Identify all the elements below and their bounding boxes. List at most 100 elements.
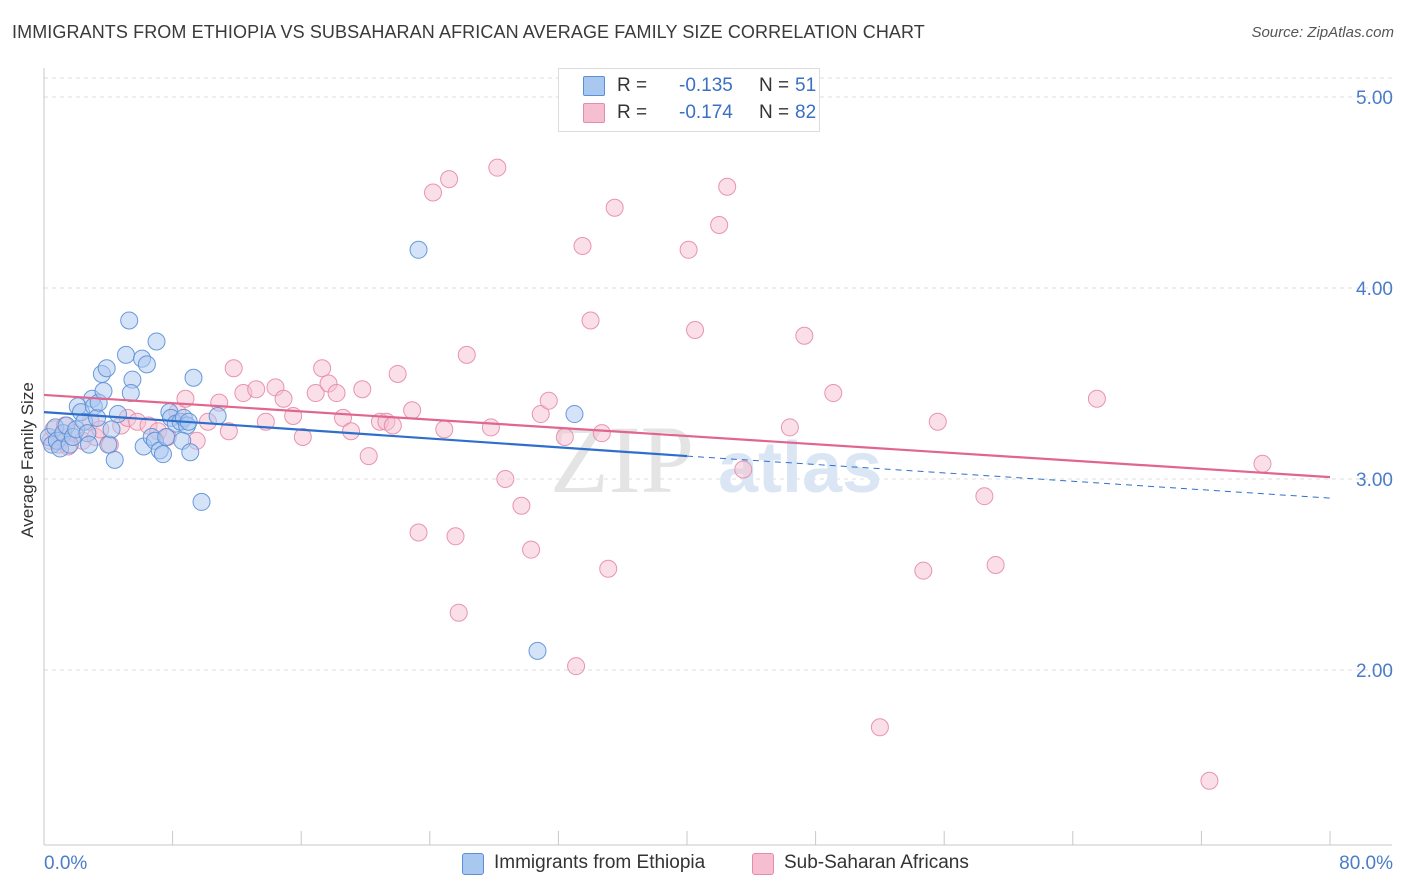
ethiopia-point [97, 359, 116, 378]
sub-saharan-point [573, 236, 592, 255]
sub-saharan-point [581, 311, 600, 330]
sub-saharan-point [481, 418, 500, 437]
sub-saharan-point [313, 359, 332, 378]
sub-saharan-point [928, 412, 947, 431]
ethiopia-point [192, 492, 211, 511]
n-value: 51 [795, 75, 817, 96]
sub-saharan-point [531, 405, 550, 424]
sub-saharan-point [219, 422, 238, 441]
sub-saharan-point [342, 422, 361, 441]
blue-swatch-icon [462, 853, 484, 875]
sub-saharan-point [539, 391, 558, 410]
sub-saharan-point [824, 384, 843, 403]
ethiopia-trend-extension [686, 455, 1331, 499]
sub-saharan-point [780, 418, 799, 437]
sub-saharan-point [605, 198, 624, 217]
sub-saharan-point [870, 718, 889, 737]
sub-saharan-point [247, 380, 266, 399]
y-axis-label: Average Family Size [18, 382, 37, 538]
ethiopia-point [184, 368, 203, 387]
sub-saharan-point [592, 424, 611, 443]
sub-saharan-point [274, 389, 293, 408]
sub-saharan-point [986, 555, 1005, 574]
sub-saharan-point [555, 427, 574, 446]
ethiopia-point [88, 408, 107, 427]
legend-label: Immigrants from Ethiopia [494, 852, 706, 873]
trend-lines [43, 393, 1331, 499]
sub-saharan-point [224, 359, 243, 378]
sub-saharan-trend-line [43, 393, 1331, 479]
sub-saharan-point [522, 540, 541, 559]
ethiopia-point [147, 332, 166, 351]
blue-swatch-icon [583, 76, 605, 96]
sub-saharan-point [457, 345, 476, 364]
ethiopia-point [208, 406, 227, 425]
sub-saharan-point [734, 460, 753, 479]
sub-saharan-point [1087, 389, 1106, 408]
sub-saharan-point [435, 420, 454, 439]
ethiopia-point [153, 445, 172, 464]
source-credit: Source: ZipAtlas.com [1251, 24, 1394, 41]
sub-saharan-point [718, 177, 737, 196]
y-tick-label: 3.00 [1356, 470, 1393, 491]
ethiopia-point [94, 382, 113, 401]
ethiopia-point [565, 405, 584, 424]
ethiopia-point [116, 345, 135, 364]
ethiopia-point [105, 450, 124, 469]
sub-saharan-point [488, 158, 507, 177]
pink-swatch-icon [583, 103, 605, 123]
x-tick-label-max: 80.0% [1339, 853, 1393, 874]
watermark-zip: ZIP [550, 406, 694, 513]
grid-layer [44, 77, 1392, 671]
legend-label: Sub-Saharan Africans [784, 852, 969, 873]
sub-saharan-point [679, 240, 698, 259]
sub-saharan-point [914, 561, 933, 580]
n-label: N = [759, 75, 790, 96]
sub-saharan-point [1253, 454, 1272, 473]
ethiopia-point [108, 405, 127, 424]
correlation-stats-box: R = -0.135 N = 51 R = -0.174 N = 82 [558, 68, 820, 132]
series-ethiopia-points [39, 240, 584, 660]
sub-saharan-point [512, 496, 531, 515]
sub-saharan-point [599, 559, 618, 578]
ethiopia-trend-line [43, 411, 688, 458]
ethiopia-point [102, 420, 121, 439]
sub-saharan-point [306, 384, 325, 403]
sub-saharan-point [409, 523, 428, 542]
y-tick-label: 4.00 [1356, 279, 1393, 300]
watermark: ZIP atlas [550, 406, 882, 513]
x-tick-label-min: 0.0% [44, 853, 87, 874]
ethiopia-point [99, 435, 118, 454]
r-value: -0.135 [679, 75, 733, 96]
sub-saharan-point [403, 401, 422, 420]
sub-saharan-point [449, 603, 468, 622]
n-label: N = [759, 102, 790, 123]
sub-saharan-point [1200, 771, 1219, 790]
y-tick-label: 5.00 [1356, 88, 1393, 109]
axis-layer [43, 68, 1392, 846]
sub-saharan-point [795, 326, 814, 345]
tick-labels: 2.00 3.00 4.00 5.00 0.0% 80.0% [44, 88, 1393, 874]
sub-saharan-point [388, 364, 407, 383]
y-tick-label: 2.00 [1356, 661, 1393, 682]
ethiopia-point [528, 641, 547, 660]
pink-swatch-icon [752, 853, 774, 875]
r-value: -0.174 [679, 102, 733, 123]
n-value: 82 [795, 102, 817, 123]
ethiopia-point [80, 435, 99, 454]
sub-saharan-point [567, 657, 586, 676]
ethiopia-point [137, 355, 156, 374]
sub-saharan-point [353, 380, 372, 399]
sub-saharan-point [710, 215, 729, 234]
sub-saharan-point [424, 183, 443, 202]
sub-saharan-point [975, 487, 994, 506]
sub-saharan-point [293, 427, 312, 446]
sub-saharan-point [440, 170, 459, 189]
ethiopia-point [121, 384, 140, 403]
sub-saharan-point [383, 416, 402, 435]
ethiopia-point [120, 311, 139, 330]
ethiopia-point [409, 240, 428, 259]
sub-saharan-point [496, 470, 515, 488]
r-label: R = [617, 75, 648, 96]
